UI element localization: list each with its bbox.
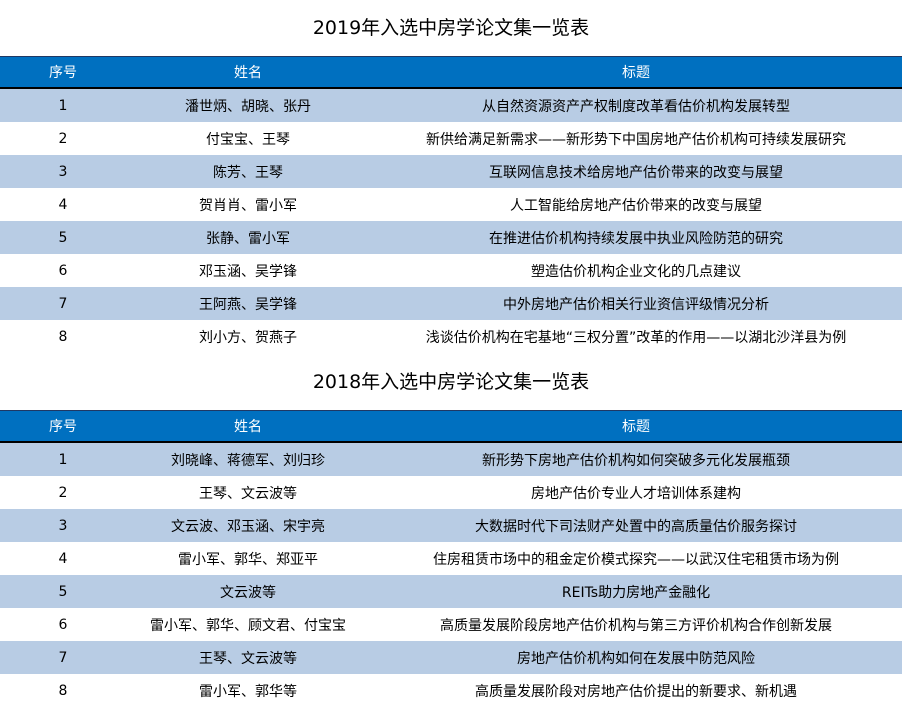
cell-title: 浅谈估价机构在宅基地“三权分置”改革的作用——以湖北沙洋县为例 [425, 329, 847, 346]
table-row: 1 刘晓峰、蒋德军、刘归珍 新形势下房地产估价机构如何突破多元化发展瓶颈 [0, 443, 902, 476]
cell-index: 2 [58, 130, 68, 147]
cell-index: 3 [58, 163, 68, 180]
cell-index: 8 [58, 682, 68, 699]
cell-index: 2 [58, 484, 68, 501]
cell-index: 7 [58, 649, 68, 666]
cell-authors: 付宝宝、王琴 [206, 131, 290, 148]
table-row: 8 刘小方、贺燕子 浅谈估价机构在宅基地“三权分置”改革的作用——以湖北沙洋县为例 [0, 320, 902, 353]
header-authors: 姓名 [234, 65, 262, 81]
table-row: 5 文云波等 REITs助力房地产金融化 [0, 575, 902, 608]
header-index: 序号 [49, 419, 77, 435]
table-row: 4 雷小军、郭华、郑亚平 住房租赁市场中的租金定价模式探究——以武汉住宅租赁市场为例 [0, 542, 902, 575]
cell-index: 5 [58, 583, 68, 600]
table-row: 6 雷小军、郭华、顾文君、付宝宝 高质量发展阶段房地产估价机构与第三方评价机构合作创… [0, 608, 902, 641]
cell-authors: 雷小军、郭华、顾文君、付宝宝 [150, 617, 346, 634]
cell-title: 新形势下房地产估价机构如何突破多元化发展瓶颈 [482, 452, 790, 469]
table-title: 2019年入选中房学论文集一览表 [312, 17, 590, 39]
cell-title: 人工智能给房地产估价带来的改变与展望 [510, 197, 762, 214]
cell-authors: 邓玉涵、吴学锋 [199, 263, 297, 280]
cell-authors: 陈芳、王琴 [213, 164, 283, 181]
table-row: 2 付宝宝、王琴 新供给满足新需求——新形势下中国房地产估价机构可持续发展研究 [0, 122, 902, 155]
cell-authors: 文云波等 [220, 584, 276, 601]
cell-title: 从自然资源资产产权制度改革看估价机构发展转型 [482, 98, 790, 115]
cell-authors: 王琴、文云波等 [199, 485, 297, 502]
cell-title: 中外房地产估价相关行业资信评级情况分析 [503, 296, 769, 313]
cell-index: 5 [58, 229, 68, 246]
cell-index: 1 [58, 451, 68, 468]
cell-title: 高质量发展阶段房地产估价机构与第三方评价机构合作创新发展 [440, 617, 832, 634]
header-title: 标题 [622, 65, 650, 81]
cell-title: 塑造估价机构企业文化的几点建议 [531, 263, 741, 280]
table-row: 7 王阿燕、吴学锋 中外房地产估价相关行业资信评级情况分析 [0, 287, 902, 320]
cell-index: 4 [58, 550, 68, 567]
paper-table: 序号 姓名 标题 1 刘晓峰、蒋德军、刘归珍 新形势下房地产估价机构如何突破多元化发展瓶颈… [0, 410, 902, 707]
cell-authors: 雷小军、郭华、郑亚平 [178, 551, 318, 568]
cell-index: 6 [58, 262, 68, 279]
header-index: 序号 [49, 65, 77, 81]
header-title: 标题 [622, 419, 650, 435]
cell-index: 1 [58, 97, 68, 114]
table-row: 8 雷小军、郭华等 高质量发展阶段对房地产估价提出的新要求、新机遇 [0, 674, 902, 707]
cell-title: 在推进估价机构持续发展中执业风险防范的研究 [489, 230, 783, 247]
cell-authors: 刘晓峰、蒋德军、刘归珍 [171, 452, 325, 469]
cell-authors: 王阿燕、吴学锋 [199, 296, 297, 313]
table-row: 7 王琴、文云波等 房地产估价机构如何在发展中防范风险 [0, 641, 902, 674]
cell-title: 高质量发展阶段对房地产估价提出的新要求、新机遇 [475, 683, 797, 700]
cell-title: 住房租赁市场中的租金定价模式探究——以武汉住宅租赁市场为例 [433, 551, 839, 568]
table-title: 2018年入选中房学论文集一览表 [312, 371, 590, 393]
cell-authors: 王琴、文云波等 [199, 650, 297, 667]
table-header: 序号 姓名 标题 [0, 410, 902, 443]
cell-title: 新供给满足新需求——新形势下中国房地产估价机构可持续发展研究 [426, 131, 846, 148]
cell-authors: 刘小方、贺燕子 [199, 329, 297, 346]
cell-authors: 潘世炳、胡晓、张丹 [185, 98, 311, 115]
cell-index: 7 [58, 295, 68, 312]
cell-index: 4 [58, 196, 68, 213]
cell-authors: 文云波、邓玉涵、宋宇亮 [171, 518, 325, 535]
cell-title: 互联网信息技术给房地产估价带来的改变与展望 [489, 164, 783, 181]
cell-authors: 雷小军、郭华等 [199, 683, 297, 700]
cell-authors: 张静、雷小军 [206, 230, 290, 247]
table-row: 6 邓玉涵、吴学锋 塑造估价机构企业文化的几点建议 [0, 254, 902, 287]
cell-title: REITs助力房地产金融化 [561, 584, 711, 601]
table-row: 5 张静、雷小军 在推进估价机构持续发展中执业风险防范的研究 [0, 221, 902, 254]
cell-title: 大数据时代下司法财产处置中的高质量估价服务探讨 [475, 518, 797, 535]
cell-authors: 贺肖肖、雷小军 [199, 197, 297, 214]
table-row: 2 王琴、文云波等 房地产估价专业人才培训体系建构 [0, 476, 902, 509]
cell-index: 6 [58, 616, 68, 633]
cell-index: 8 [58, 328, 68, 345]
cell-title: 房地产估价专业人才培训体系建构 [531, 485, 741, 502]
header-authors: 姓名 [234, 419, 262, 435]
table-row: 1 潘世炳、胡晓、张丹 从自然资源资产产权制度改革看估价机构发展转型 [0, 89, 902, 122]
table-row: 3 陈芳、王琴 互联网信息技术给房地产估价带来的改变与展望 [0, 155, 902, 188]
table-row: 3 文云波、邓玉涵、宋宇亮 大数据时代下司法财产处置中的高质量估价服务探讨 [0, 509, 902, 542]
paper-table: 序号 姓名 标题 1 潘世炳、胡晓、张丹 从自然资源资产产权制度改革看估价机构发展转型 2 付… [0, 56, 902, 353]
table-header: 序号 姓名 标题 [0, 56, 902, 89]
cell-title: 房地产估价机构如何在发展中防范风险 [517, 650, 755, 667]
table-row: 4 贺肖肖、雷小军 人工智能给房地产估价带来的改变与展望 [0, 188, 902, 221]
cell-index: 3 [58, 517, 68, 534]
